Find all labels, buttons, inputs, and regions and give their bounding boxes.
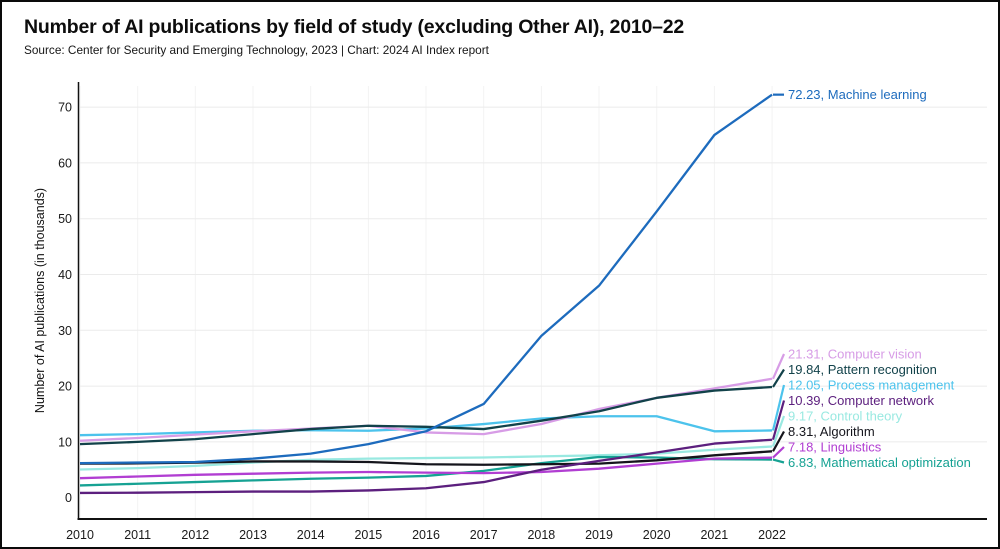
x-tick-label: 2010 bbox=[66, 528, 94, 542]
x-tick-label: 2017 bbox=[470, 528, 498, 542]
series-line-computer-network bbox=[79, 438, 773, 495]
x-tick-label: 2016 bbox=[412, 528, 440, 542]
x-tick-label: 2013 bbox=[239, 528, 267, 542]
x-tick-label: 2022 bbox=[758, 528, 786, 542]
series-end-label-algorithm: 8.31, Algorithm bbox=[788, 424, 875, 439]
series-end-label-computer-network: 10.39, Computer network bbox=[788, 393, 934, 408]
y-tick-label: 50 bbox=[58, 212, 72, 226]
y-tick-label: 30 bbox=[58, 324, 72, 338]
y-tick-label: 10 bbox=[58, 435, 72, 449]
series-line-linguistics bbox=[79, 456, 773, 480]
y-tick-label: 60 bbox=[58, 156, 72, 170]
y-tick-label: 0 bbox=[65, 491, 72, 505]
x-tick-label: 2021 bbox=[700, 528, 728, 542]
x-tick-label: 2018 bbox=[527, 528, 555, 542]
label-leader-line bbox=[771, 415, 786, 447]
series-line-mathematical-optimization bbox=[79, 455, 773, 487]
x-tick-label: 2011 bbox=[124, 528, 151, 542]
label-leader-line bbox=[772, 430, 785, 452]
series-line-machine-learning bbox=[79, 93, 773, 465]
x-tick-label: 2020 bbox=[643, 528, 671, 542]
x-tick-label: 2015 bbox=[354, 528, 382, 542]
label-leader-line bbox=[771, 400, 786, 441]
label-leader-line bbox=[772, 446, 785, 459]
series-end-label-mathematical-optimization: 6.83, Mathematical optimization bbox=[788, 455, 971, 470]
y-axis-title: Number of AI publications (in thousands) bbox=[33, 188, 47, 413]
label-leader-line bbox=[771, 384, 786, 431]
chart-subtitle: Source: Center for Security and Emerging… bbox=[24, 43, 489, 57]
series-line-pattern-recognition bbox=[79, 385, 773, 446]
series-end-label-pattern-recognition: 19.84, Pattern recognition bbox=[788, 362, 937, 377]
y-tick-label: 20 bbox=[58, 380, 72, 394]
series-end-label-computer-vision: 21.31, Computer vision bbox=[788, 347, 922, 362]
label-leader-line bbox=[772, 368, 785, 388]
series-end-label-machine-learning: 72.23, Machine learning bbox=[788, 87, 927, 102]
series-end-label-process-management: 12.05, Process management bbox=[788, 378, 955, 393]
series-line-process-management bbox=[79, 415, 773, 437]
y-tick-label: 70 bbox=[58, 101, 72, 115]
y-tick-label: 40 bbox=[58, 268, 72, 282]
series-end-label-control-theory: 9.17, Control theory bbox=[788, 409, 903, 424]
label-leader-line bbox=[772, 458, 785, 464]
chart-title: Number of AI publications by field of st… bbox=[24, 16, 685, 38]
x-tick-label: 2012 bbox=[181, 528, 209, 542]
x-tick-label: 2014 bbox=[297, 528, 325, 542]
series-end-label-linguistics: 7.18, Linguistics bbox=[788, 440, 882, 455]
label-leader-line bbox=[771, 353, 786, 380]
x-tick-label: 2019 bbox=[585, 528, 613, 542]
